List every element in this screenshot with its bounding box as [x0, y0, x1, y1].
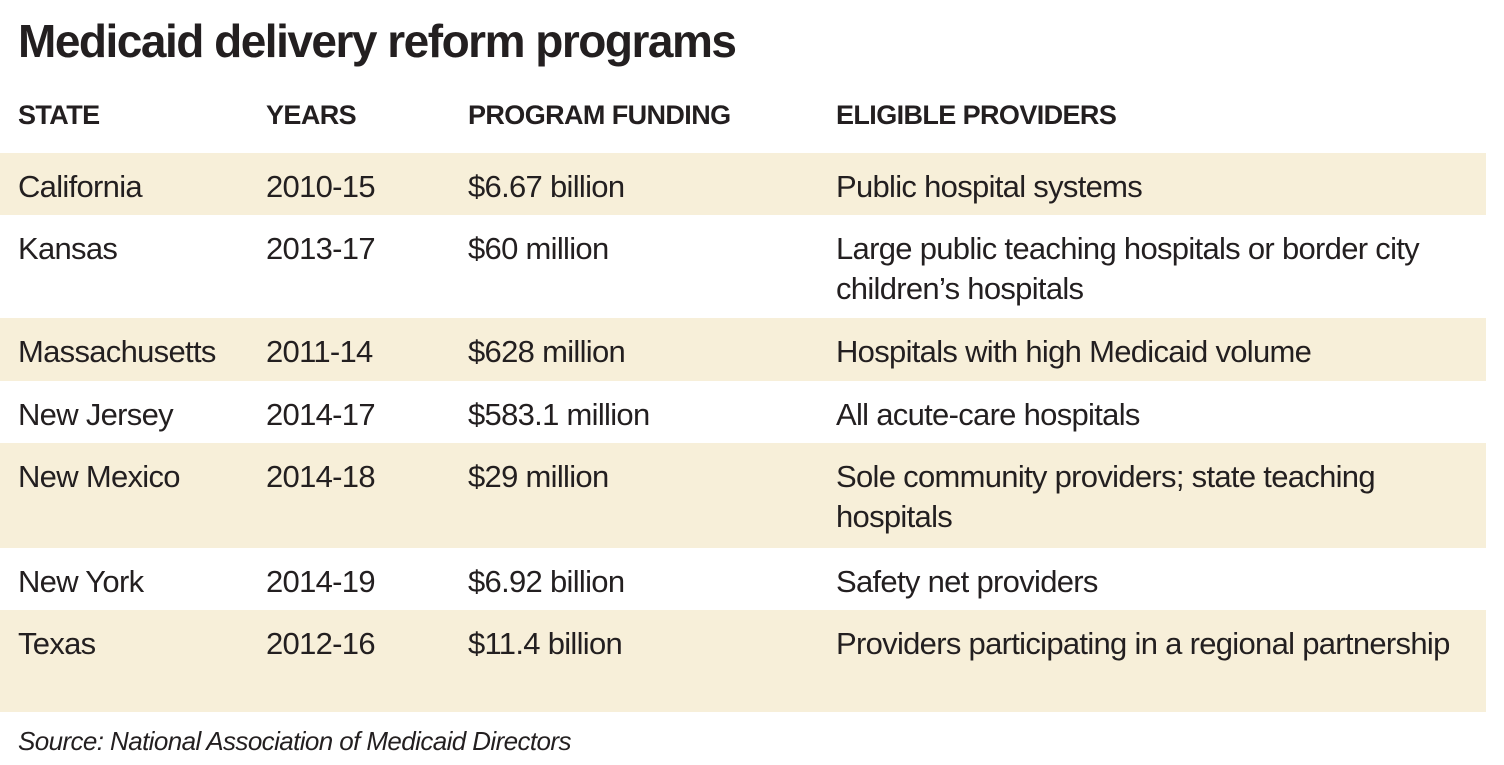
table-row: California 2010-15 $6.67 billion Public hos…: [0, 153, 1486, 215]
cell-funding: $6.92 billion: [468, 564, 625, 599]
table-row: New York 2014-19 $6.92 billion Safety net p…: [0, 548, 1486, 610]
cell-providers: Sole community providers; state teaching…: [836, 459, 1376, 534]
cell-state: Kansas: [18, 231, 118, 266]
cell-providers: Safety net providers: [836, 564, 1098, 599]
cell-funding: $60 million: [468, 231, 609, 266]
cell-state: New Mexico: [18, 459, 181, 494]
cell-funding: $583.1 million: [468, 397, 650, 432]
cell-years: 2014-19: [266, 564, 376, 599]
header-providers: ELIGIBLE PROVIDERS: [836, 100, 1117, 130]
cell-state: California: [18, 169, 143, 204]
header-years: YEARS: [266, 100, 357, 130]
header-state: STATE: [18, 100, 100, 130]
cell-years: 2013-17: [266, 231, 376, 266]
cell-years: 2014-18: [266, 459, 376, 494]
page-title: Medicaid delivery reform programs: [18, 15, 737, 67]
table-row: New Jersey 2014-17 $583.1 million All acute…: [0, 381, 1486, 443]
cell-providers: Large public teaching hospitals or borde…: [836, 231, 1420, 306]
cell-funding: $29 million: [468, 459, 609, 494]
cell-state: Texas: [18, 626, 96, 661]
cell-years: 2014-17: [266, 397, 376, 432]
cell-funding: $11.4 billion: [468, 626, 623, 661]
cell-state: New York: [18, 564, 144, 599]
cell-providers: All acute-care hospitals: [836, 397, 1140, 432]
cell-state: New Jersey: [18, 397, 174, 432]
source-note: Source: National Association of Medicaid…: [18, 726, 571, 756]
table-row: New Mexico 2014-18 $29 million Sole communi…: [0, 443, 1486, 548]
cell-providers: Providers participating in a regional pa…: [836, 626, 1450, 661]
table-row: Massachusetts 2011-14 $628 million Hospital…: [0, 318, 1486, 381]
table-row: Texas 2012-16 $11.4 billion Providers parti…: [0, 610, 1486, 712]
table-row: Kansas 2013-17 $60 million Large public tea…: [0, 215, 1486, 318]
cell-years: 2012-16: [266, 626, 376, 661]
cell-years: 2011-14: [266, 334, 373, 369]
cell-funding: $628 million: [468, 334, 626, 369]
cell-providers: Public hospital systems: [836, 169, 1143, 204]
cell-years: 2010-15: [266, 169, 376, 204]
cell-state: Massachusetts: [18, 334, 216, 369]
cell-funding: $6.67 billion: [468, 169, 625, 204]
header-funding: PROGRAM FUNDING: [468, 100, 731, 130]
cell-providers: Hospitals with high Medicaid volume: [836, 334, 1312, 369]
